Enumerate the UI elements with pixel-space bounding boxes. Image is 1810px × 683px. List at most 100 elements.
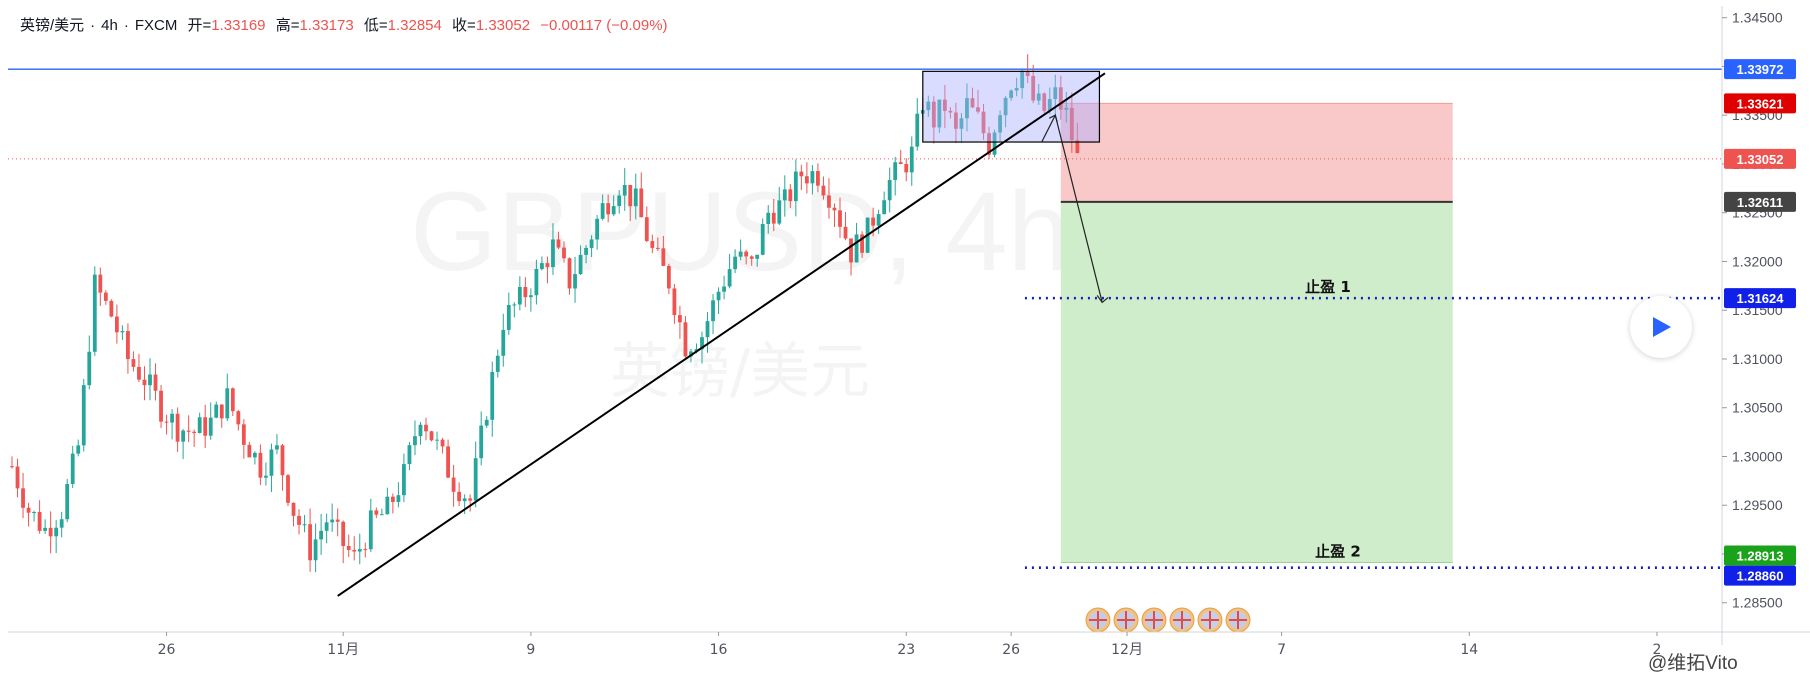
- candle[interactable]: [705, 312, 710, 353]
- candle[interactable]: [153, 363, 158, 401]
- candle[interactable]: [970, 87, 975, 109]
- consolidation-box[interactable]: [922, 70, 1101, 143]
- price-tag[interactable]: 1.28913: [1724, 545, 1796, 566]
- candle[interactable]: [788, 184, 793, 208]
- candle[interactable]: [451, 464, 456, 507]
- candle[interactable]: [186, 415, 191, 443]
- candle[interactable]: [981, 103, 986, 140]
- candle[interactable]: [21, 472, 25, 519]
- candle[interactable]: [860, 231, 864, 258]
- candle[interactable]: [390, 493, 395, 514]
- candle[interactable]: [992, 129, 997, 158]
- candle[interactable]: [65, 479, 70, 523]
- candle[interactable]: [722, 275, 726, 300]
- candle[interactable]: [484, 416, 489, 428]
- uk-flag-icon[interactable]: [1169, 607, 1195, 633]
- candle[interactable]: [595, 215, 600, 250]
- candle[interactable]: [214, 401, 219, 419]
- candle[interactable]: [528, 288, 533, 312]
- candle[interactable]: [639, 172, 644, 218]
- candle[interactable]: [429, 430, 434, 442]
- candle[interactable]: [545, 256, 550, 284]
- candle[interactable]: [1036, 84, 1041, 105]
- candle[interactable]: [26, 502, 31, 527]
- candle[interactable]: [335, 508, 340, 537]
- candle[interactable]: [302, 514, 307, 533]
- candle[interactable]: [959, 113, 964, 143]
- candle[interactable]: [942, 85, 947, 129]
- candle[interactable]: [512, 302, 517, 318]
- candle[interactable]: [324, 513, 329, 544]
- candle[interactable]: [766, 205, 771, 234]
- candle[interactable]: [424, 417, 428, 441]
- candle[interactable]: [313, 523, 318, 573]
- stop-loss-zone[interactable]: [1060, 103, 1453, 202]
- candle[interactable]: [882, 191, 887, 215]
- symbol-name[interactable]: 英镑/美元: [20, 17, 85, 34]
- candle[interactable]: [589, 235, 594, 258]
- candle[interactable]: [197, 412, 202, 434]
- candle[interactable]: [622, 168, 627, 211]
- candle[interactable]: [821, 176, 826, 200]
- candle[interactable]: [749, 255, 754, 266]
- candle[interactable]: [164, 414, 169, 435]
- candle[interactable]: [192, 429, 197, 447]
- candle[interactable]: [236, 410, 241, 431]
- candle[interactable]: [291, 502, 296, 527]
- candle[interactable]: [103, 290, 108, 305]
- candle[interactable]: [816, 163, 820, 193]
- candle[interactable]: [495, 349, 500, 378]
- uk-flag-icon[interactable]: [1113, 607, 1139, 633]
- candle[interactable]: [760, 218, 765, 256]
- candle[interactable]: [208, 402, 213, 440]
- candle[interactable]: [126, 323, 130, 374]
- candle[interactable]: [893, 156, 898, 196]
- candle[interactable]: [374, 507, 379, 519]
- candle[interactable]: [578, 245, 583, 276]
- candle[interactable]: [170, 409, 174, 440]
- candle[interactable]: [551, 223, 555, 275]
- candle[interactable]: [832, 203, 837, 227]
- candle[interactable]: [523, 277, 528, 308]
- price-tag[interactable]: 1.33621: [1724, 93, 1796, 114]
- candle[interactable]: [655, 237, 660, 251]
- candle[interactable]: [540, 256, 544, 271]
- candle[interactable]: [402, 453, 406, 503]
- candle[interactable]: [457, 482, 462, 507]
- candle[interactable]: [1058, 75, 1063, 120]
- candle[interactable]: [1069, 92, 1074, 153]
- candle[interactable]: [37, 500, 42, 534]
- candle[interactable]: [517, 276, 522, 311]
- candle[interactable]: [849, 238, 853, 276]
- candle[interactable]: [479, 411, 484, 466]
- candle[interactable]: [297, 509, 301, 535]
- candle[interactable]: [948, 107, 953, 119]
- candle[interactable]: [175, 407, 180, 452]
- candle[interactable]: [611, 195, 616, 217]
- candle[interactable]: [247, 441, 252, 458]
- candle[interactable]: [650, 234, 655, 254]
- candle[interactable]: [363, 542, 368, 558]
- candle[interactable]: [440, 437, 445, 454]
- candle[interactable]: [617, 190, 622, 214]
- candle[interactable]: [771, 199, 776, 232]
- candle[interactable]: [92, 266, 97, 356]
- candle[interactable]: [131, 351, 136, 372]
- candle[interactable]: [501, 313, 506, 367]
- candle[interactable]: [148, 358, 152, 401]
- price-tag[interactable]: 1.33972: [1724, 59, 1796, 80]
- interval-label[interactable]: 4h: [101, 17, 118, 34]
- candle[interactable]: [1003, 96, 1008, 128]
- candle[interactable]: [473, 441, 478, 508]
- candle[interactable]: [998, 110, 1002, 142]
- candle[interactable]: [385, 487, 390, 515]
- candle[interactable]: [738, 239, 743, 261]
- candle[interactable]: [10, 456, 14, 469]
- candle[interactable]: [120, 325, 125, 340]
- candle[interactable]: [827, 178, 831, 219]
- candle[interactable]: [396, 482, 401, 508]
- candle[interactable]: [109, 299, 114, 318]
- candle[interactable]: [59, 511, 64, 538]
- candle[interactable]: [661, 235, 666, 267]
